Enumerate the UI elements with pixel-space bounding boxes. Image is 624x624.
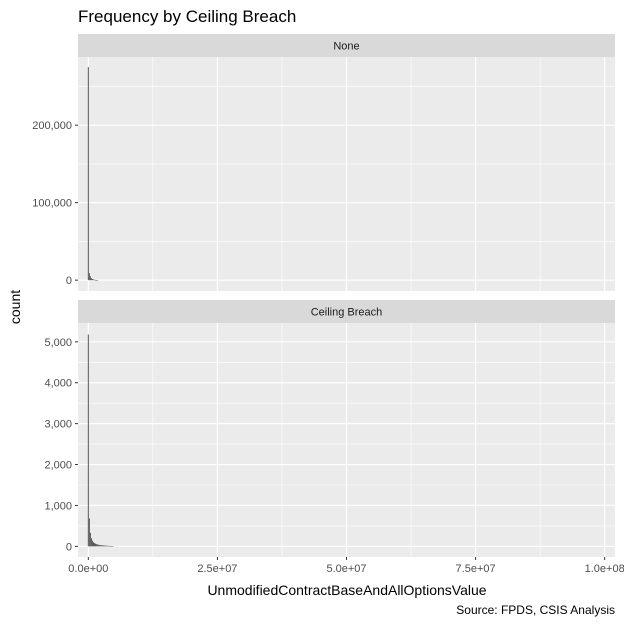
histogram-bar bbox=[87, 334, 89, 547]
y-tick-label: 100,000 bbox=[32, 198, 72, 210]
y-tick-label: 4,000 bbox=[44, 378, 72, 390]
y-tick-label: 3,000 bbox=[44, 419, 72, 431]
histogram-bar bbox=[99, 544, 101, 547]
histogram-bar bbox=[96, 279, 98, 281]
histogram-bar bbox=[95, 543, 97, 547]
histogram-bar bbox=[105, 545, 107, 547]
histogram-bar bbox=[109, 545, 111, 547]
y-tick-label: 5,000 bbox=[44, 337, 72, 349]
histogram-bar bbox=[107, 545, 109, 547]
y-tick-label: 0 bbox=[66, 275, 72, 287]
x-tick-label: 7.5e+07 bbox=[456, 563, 496, 575]
histogram-bar bbox=[110, 546, 112, 547]
histogram-bar bbox=[95, 279, 97, 281]
facet-panels: None 0 100,000 200,000 Ceiling Breach 0 1,000 2… bbox=[32, 34, 615, 557]
histogram-bar bbox=[108, 545, 110, 547]
histogram-bar bbox=[89, 276, 91, 281]
histogram-bar bbox=[98, 544, 100, 547]
chart-title: Frequency by Ceiling Breach bbox=[78, 7, 296, 26]
x-tick-label: 0.0e+00 bbox=[68, 563, 108, 575]
histogram-bar bbox=[88, 273, 90, 281]
x-axis: 0.0e+00 2.5e+07 5.0e+07 7.5e+07 1.0e+08 bbox=[68, 557, 624, 575]
y-tick-label: 1,000 bbox=[44, 500, 72, 512]
histogram-bar bbox=[111, 546, 113, 547]
histogram-bar bbox=[97, 280, 99, 281]
histogram-bar bbox=[103, 545, 105, 547]
chart-caption: Source: FPDS, CSIS Analysis bbox=[456, 603, 615, 617]
x-tick-label: 1.0e+08 bbox=[585, 563, 624, 575]
histogram-bar bbox=[94, 279, 96, 281]
histogram-bar bbox=[97, 544, 99, 547]
facet-panel: Ceiling Breach 0 1,000 2,000 3,000 4,000 5,000 bbox=[44, 300, 615, 557]
histogram-bar bbox=[94, 543, 96, 547]
histogram-bar bbox=[100, 545, 102, 547]
histogram-bar bbox=[112, 546, 114, 547]
x-tick-label: 2.5e+07 bbox=[197, 563, 237, 575]
histogram-bar bbox=[91, 540, 93, 547]
histogram-bar bbox=[102, 545, 104, 547]
y-tick-label: 200,000 bbox=[32, 120, 72, 132]
histogram-bar bbox=[101, 545, 103, 547]
histogram-bar bbox=[90, 538, 92, 547]
facet-strip bbox=[78, 300, 615, 323]
facet-panel: None 0 100,000 200,000 bbox=[32, 34, 615, 291]
histogram-bar bbox=[92, 542, 95, 547]
histogram-bar bbox=[87, 67, 89, 281]
y-tick-label: 0 bbox=[66, 541, 72, 553]
y-axis-title: count bbox=[7, 290, 23, 324]
x-tick-label: 5.0e+07 bbox=[326, 563, 366, 575]
histogram-bar bbox=[104, 545, 106, 547]
facet-strip-label: None bbox=[333, 41, 359, 53]
histogram-bar bbox=[92, 279, 95, 281]
histogram-bar bbox=[90, 278, 92, 281]
facet-strip-label: Ceiling Breach bbox=[311, 307, 383, 319]
y-tick-label: 2,000 bbox=[44, 460, 72, 472]
histogram-bar bbox=[106, 545, 108, 547]
facet-strip bbox=[78, 34, 615, 57]
x-axis-title: UnmodifiedContractBaseAndAllOptionsValue bbox=[207, 582, 486, 598]
histogram-bar bbox=[88, 518, 90, 547]
histogram-bar bbox=[96, 544, 98, 547]
histogram-bar bbox=[91, 278, 93, 281]
histogram-bar bbox=[89, 532, 91, 547]
